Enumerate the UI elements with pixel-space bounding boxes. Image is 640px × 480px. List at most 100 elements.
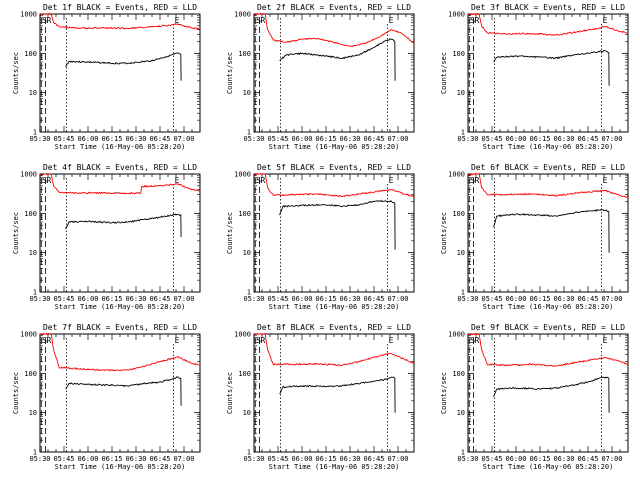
marker-s-label: S	[470, 336, 475, 345]
y-tick-label: 10	[457, 249, 465, 257]
x-tick-label: 05:30	[457, 135, 478, 143]
y-axis-label: Counts/sec	[226, 52, 234, 94]
x-tick-label: 07:00	[387, 135, 408, 143]
x-axis-label: Start Time (16-May-06 05:28:20)	[55, 303, 186, 311]
x-tick-label: 06:00	[291, 135, 312, 143]
plot-frame	[467, 333, 629, 453]
x-tick-label: 06:15	[101, 295, 122, 303]
y-tick-label: 100	[452, 210, 465, 218]
plot-frame	[39, 13, 201, 133]
marker-s-label: S	[470, 176, 475, 185]
y-tick-label: 1	[33, 289, 37, 297]
x-tick-label: 05:45	[481, 295, 502, 303]
marker-r-label: R	[260, 16, 265, 25]
x-tick-label: 07:00	[601, 455, 622, 463]
y-tick-label: 1	[247, 449, 251, 457]
marker-s-label: S	[42, 176, 47, 185]
y-tick-label: 100	[24, 210, 37, 218]
marker-s-label: S	[256, 176, 261, 185]
lld-series-line	[253, 172, 415, 198]
y-axis-label: Counts/sec	[12, 212, 20, 254]
plot-title: Det 7f BLACK = Events, RED = LLD	[43, 323, 197, 332]
x-tick-label: 05:30	[29, 135, 50, 143]
marker-s-label: S	[256, 336, 261, 345]
x-tick-label: 06:30	[125, 135, 146, 143]
x-tick-label: 05:45	[481, 455, 502, 463]
y-tick-label: 100	[452, 370, 465, 378]
marker-e-label: E	[389, 16, 394, 25]
x-tick-label: 06:30	[125, 295, 146, 303]
plot-frame	[467, 13, 629, 133]
x-tick-label: 06:45	[577, 455, 598, 463]
marker-e-label: E	[389, 336, 394, 345]
plot-title: Det 3f BLACK = Events, RED = LLD	[471, 3, 625, 12]
y-tick-label: 1000	[20, 171, 37, 179]
marker-s-label: S	[256, 16, 261, 25]
x-tick-label: 06:30	[339, 135, 360, 143]
x-axis-label: Start Time (16-May-06 05:28:20)	[269, 303, 400, 311]
plot-title: Det 9f BLACK = Events, RED = LLD	[471, 323, 625, 332]
marker-r-label: R	[474, 176, 479, 185]
plot-frame	[467, 173, 629, 293]
x-tick-label: 06:00	[291, 295, 312, 303]
y-axis-label: Counts/sec	[12, 52, 20, 94]
y-tick-label: 1	[461, 289, 465, 297]
plot-title: Det 8f BLACK = Events, RED = LLD	[257, 323, 411, 332]
y-tick-label: 10	[243, 409, 251, 417]
plot-panel-6: Det 6f BLACK = Events, RED = LLD 1 10 100 10…	[440, 163, 629, 311]
lld-series-line	[39, 332, 201, 372]
x-tick-label: 05:30	[243, 135, 264, 143]
x-tick-label: 07:00	[601, 135, 622, 143]
events-series-line	[279, 376, 396, 413]
x-tick-label: 05:30	[243, 295, 264, 303]
x-tick-label: 06:00	[505, 455, 526, 463]
x-tick-label: 05:45	[481, 135, 502, 143]
plot-panel-1: Det 1f BLACK = Events, RED = LLD 1 10 100 10…	[12, 3, 201, 151]
x-tick-label: 06:30	[125, 455, 146, 463]
events-series-line	[279, 199, 396, 250]
x-tick-label: 06:30	[339, 455, 360, 463]
x-tick-label: 06:30	[553, 455, 574, 463]
y-tick-label: 10	[457, 409, 465, 417]
y-tick-label: 1000	[448, 171, 465, 179]
plot-title: Det 5f BLACK = Events, RED = LLD	[257, 163, 411, 172]
x-tick-label: 06:00	[291, 455, 312, 463]
plot-frame	[39, 333, 201, 453]
y-axis-label: Counts/sec	[440, 52, 448, 94]
marker-r-label: R	[46, 336, 51, 345]
plot-frame	[253, 13, 415, 133]
marker-e-label: E	[603, 16, 608, 25]
x-tick-label: 07:00	[173, 295, 194, 303]
plot-panel-2: Det 2f BLACK = Events, RED = LLD 1 10 100 10…	[226, 3, 415, 151]
y-tick-label: 1	[247, 129, 251, 137]
x-tick-label: 06:45	[363, 135, 384, 143]
x-axis-label: Start Time (16-May-06 05:28:20)	[483, 303, 614, 311]
y-tick-label: 10	[457, 89, 465, 97]
plot-frame	[253, 173, 415, 293]
y-axis-label: Counts/sec	[12, 372, 20, 414]
events-series-line	[65, 213, 182, 238]
marker-r-label: R	[46, 16, 51, 25]
x-axis-label: Start Time (16-May-06 05:28:20)	[269, 463, 400, 471]
y-tick-label: 1	[33, 129, 37, 137]
marker-r-label: R	[474, 16, 479, 25]
x-tick-label: 06:45	[149, 295, 170, 303]
x-tick-label: 06:30	[339, 295, 360, 303]
lld-series-line	[253, 12, 415, 48]
lld-series-line	[467, 13, 629, 36]
marker-e-label: E	[175, 16, 180, 25]
y-tick-label: 1000	[448, 11, 465, 19]
x-axis-label: Start Time (16-May-06 05:28:20)	[483, 463, 614, 471]
plot-panel-8: Det 8f BLACK = Events, RED = LLD 1 10 100 10…	[226, 323, 415, 471]
x-tick-label: 06:15	[315, 455, 336, 463]
x-tick-label: 06:00	[77, 135, 98, 143]
y-tick-label: 1000	[234, 331, 251, 339]
plot-title: Det 1f BLACK = Events, RED = LLD	[43, 3, 197, 12]
events-series-line	[493, 376, 610, 413]
x-tick-label: 05:45	[53, 135, 74, 143]
lld-series-line	[40, 12, 201, 30]
x-tick-label: 06:45	[149, 455, 170, 463]
x-tick-label: 06:45	[577, 295, 598, 303]
x-tick-label: 06:15	[101, 455, 122, 463]
x-axis-label: Start Time (16-May-06 05:28:20)	[269, 143, 400, 151]
